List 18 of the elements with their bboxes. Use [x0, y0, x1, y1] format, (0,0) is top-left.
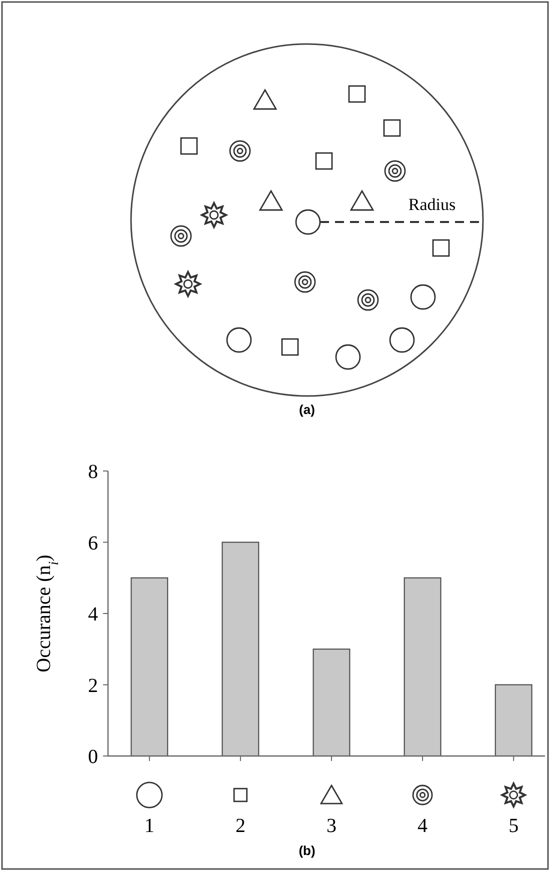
x-tick-label: 2: [235, 815, 246, 837]
y-tick-label: 8: [88, 461, 98, 483]
bar: [222, 542, 260, 756]
y-tick-label: 4: [88, 604, 98, 626]
text: (a): [299, 402, 315, 417]
x-tick-label: 5: [508, 815, 519, 837]
x-tick-label: 3: [326, 815, 336, 837]
text: Radius: [408, 195, 456, 214]
bar: [404, 577, 442, 756]
x-tick-label: 4: [418, 815, 428, 837]
bar: [494, 684, 532, 756]
x-tick-label: 1: [144, 815, 154, 837]
bar: [312, 648, 350, 756]
y-tick-label: 6: [88, 532, 98, 554]
text: (b): [298, 843, 316, 858]
y-tick-label: 0: [88, 746, 98, 768]
bar: [130, 577, 168, 756]
y-tick-label: 2: [88, 674, 98, 697]
